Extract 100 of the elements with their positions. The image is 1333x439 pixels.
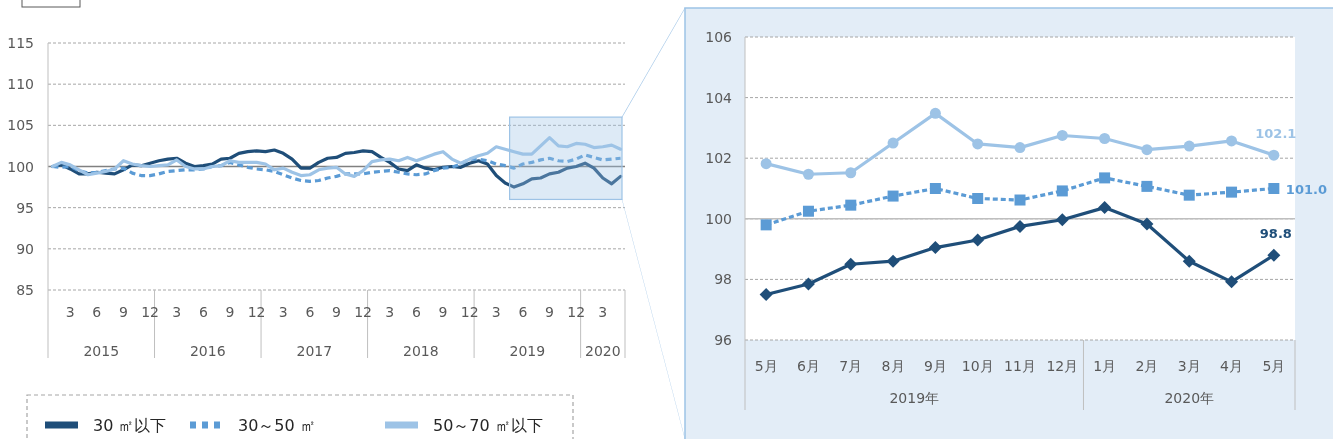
point bbox=[1098, 201, 1112, 215]
line-series bbox=[50, 136, 623, 178]
y-tick-label: 105 bbox=[7, 117, 34, 134]
x-tick-label: 9 bbox=[438, 304, 448, 320]
x-tick-label: 3 bbox=[598, 304, 608, 320]
point bbox=[929, 183, 941, 194]
x-tick-label: 6 bbox=[411, 304, 421, 320]
text: 2018 bbox=[403, 343, 439, 359]
point bbox=[802, 205, 814, 217]
point bbox=[972, 193, 984, 204]
x-tick-label: 3 bbox=[278, 304, 288, 320]
x-tick-label: 3 bbox=[491, 304, 501, 320]
x-tick-label: 2月 bbox=[1135, 358, 1159, 374]
x-tick-label: 6 bbox=[92, 304, 102, 320]
text: 2015 bbox=[83, 343, 120, 359]
y-tick-label: 115 bbox=[7, 35, 34, 51]
y-tick-label: 102 bbox=[705, 150, 732, 167]
text: 2020 bbox=[584, 343, 621, 359]
data-label: 98.8 bbox=[1259, 226, 1292, 242]
legend-label: 50～70 ㎡以下 bbox=[433, 416, 543, 435]
point bbox=[1056, 129, 1068, 141]
point bbox=[802, 168, 814, 180]
x-tick-label: 5月 bbox=[1262, 358, 1286, 374]
point bbox=[1099, 133, 1111, 145]
x-tick-label: 7月 bbox=[839, 358, 863, 374]
x-tick-label: 3 bbox=[65, 304, 75, 320]
data-label: 101.0 bbox=[1285, 181, 1327, 197]
x-tick-label: 9 bbox=[332, 304, 341, 320]
point bbox=[759, 288, 773, 302]
point bbox=[928, 241, 942, 255]
point bbox=[801, 277, 815, 291]
x-tick-label: 5月 bbox=[754, 358, 778, 374]
point bbox=[1183, 140, 1195, 152]
x-tick-label: 12 bbox=[141, 304, 159, 320]
point bbox=[845, 167, 857, 179]
point bbox=[1268, 183, 1280, 194]
point bbox=[1268, 149, 1280, 161]
y-tick-label: 85 bbox=[16, 282, 34, 298]
x-tick-label: 3 bbox=[385, 304, 395, 320]
point bbox=[1141, 144, 1153, 156]
x-tick-label: 8月 bbox=[881, 358, 905, 374]
text: 2019 bbox=[509, 343, 546, 359]
x-tick-label: 6 bbox=[305, 304, 315, 320]
y-tick-label: 110 bbox=[7, 76, 34, 93]
x-tick-label: 10月 bbox=[961, 358, 994, 374]
y-tick-label: 106 bbox=[705, 29, 733, 45]
x-tick-label: 12 bbox=[354, 304, 373, 320]
legend-label: 30 ㎡以下 bbox=[93, 416, 167, 435]
point bbox=[1141, 180, 1153, 192]
data-label: 102.1 bbox=[1255, 126, 1297, 142]
point bbox=[1183, 189, 1195, 201]
x-tick-label: 3 bbox=[172, 304, 182, 320]
point bbox=[886, 254, 900, 268]
point bbox=[760, 219, 772, 231]
point bbox=[1014, 194, 1026, 206]
text: 2020年 bbox=[1164, 390, 1215, 406]
point bbox=[971, 233, 985, 247]
x-tick-label: 12月 bbox=[1046, 358, 1079, 374]
point bbox=[1182, 254, 1196, 268]
x-tick-label: 12 bbox=[247, 304, 266, 320]
text: 2016 bbox=[189, 343, 226, 359]
x-tick-label: 11月 bbox=[1004, 358, 1036, 374]
point bbox=[845, 199, 857, 211]
x-tick-label: 1月 bbox=[1093, 358, 1117, 374]
x-tick-label: 3月 bbox=[1177, 358, 1201, 374]
point bbox=[844, 257, 858, 271]
point bbox=[972, 138, 984, 150]
point bbox=[1056, 185, 1068, 197]
point bbox=[1140, 217, 1154, 231]
point bbox=[887, 137, 899, 149]
point bbox=[1099, 172, 1111, 184]
x-tick-label: 6 bbox=[198, 304, 208, 320]
point bbox=[1225, 275, 1239, 289]
y-tick-label: 100 bbox=[7, 158, 34, 175]
x-tick-label: 9 bbox=[118, 304, 128, 320]
point bbox=[1014, 142, 1026, 154]
text: 2017 bbox=[296, 343, 333, 359]
text: 2019年 bbox=[889, 390, 940, 406]
y-tick-label: 100 bbox=[705, 210, 732, 227]
legend-label: 30～50 ㎡ bbox=[238, 416, 316, 435]
y-tick-label: 95 bbox=[16, 199, 34, 216]
x-tick-label: 9 bbox=[225, 304, 235, 320]
y-tick-label: 96 bbox=[714, 332, 733, 348]
x-tick-label: 9月 bbox=[923, 358, 947, 374]
y-tick-label: 90 bbox=[16, 240, 34, 257]
point bbox=[760, 158, 772, 170]
x-tick-label: 12 bbox=[567, 304, 586, 320]
x-tick-label: 6月 bbox=[797, 358, 820, 374]
point bbox=[1013, 219, 1027, 233]
y-tick-label: 104 bbox=[705, 89, 733, 106]
y-tick-label: 98 bbox=[714, 271, 732, 288]
point bbox=[1226, 186, 1238, 198]
x-tick-label: 6 bbox=[518, 304, 528, 320]
x-tick-label: 12 bbox=[460, 304, 479, 320]
point bbox=[1226, 135, 1238, 147]
point bbox=[929, 107, 941, 119]
x-tick-label: 4月 bbox=[1220, 358, 1243, 374]
point bbox=[1055, 213, 1069, 227]
point bbox=[1267, 248, 1281, 262]
point bbox=[887, 190, 899, 202]
